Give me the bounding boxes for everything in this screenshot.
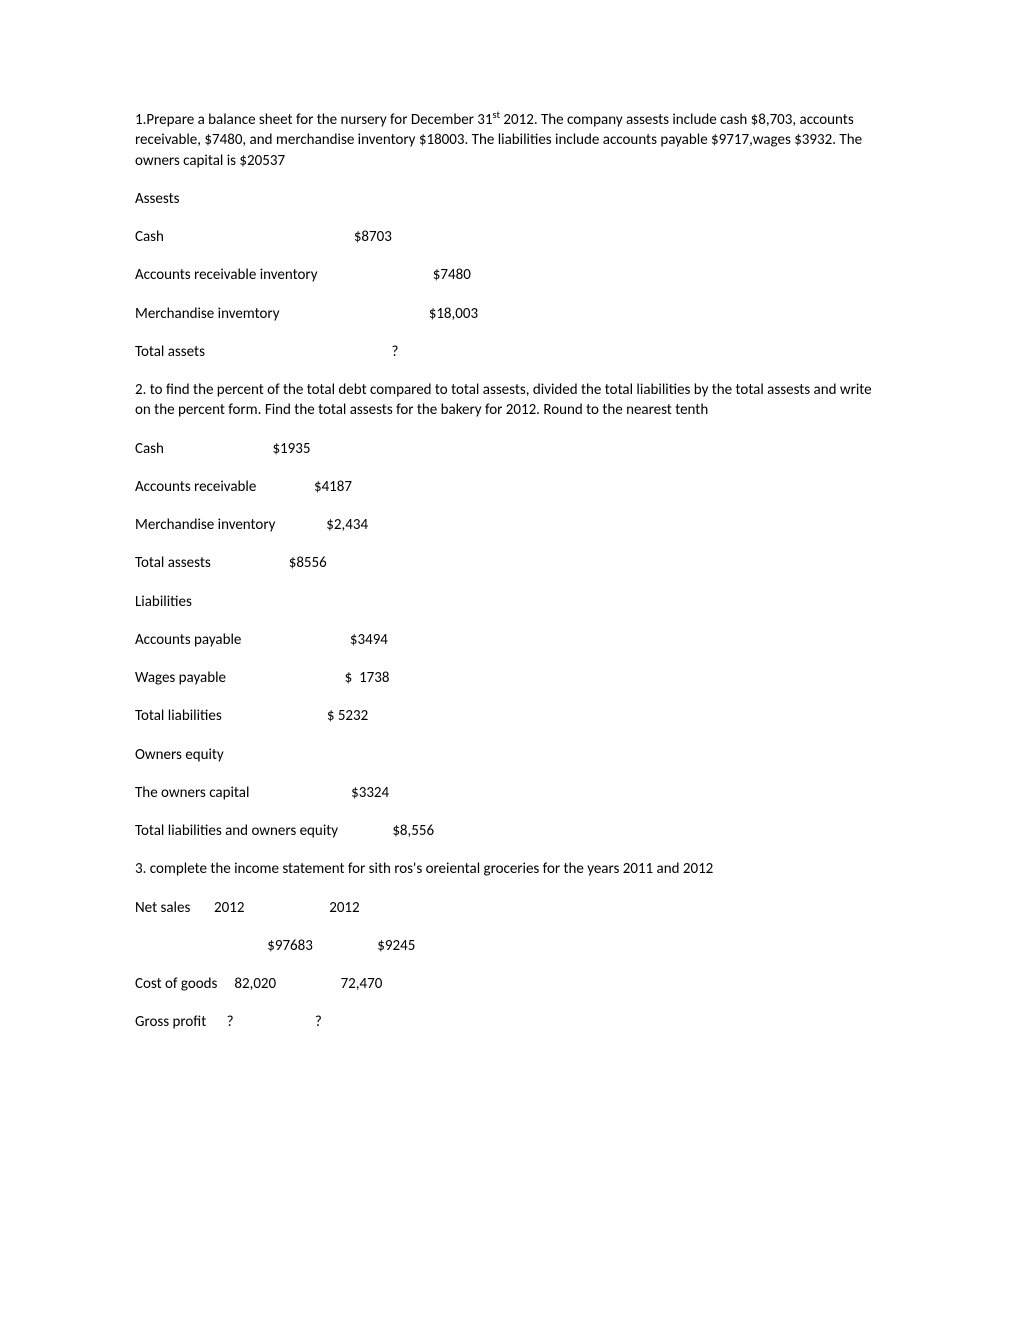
q2-prompt: 2. to find the percent of the total debt…: [135, 380, 885, 421]
q2-asset-row: Accounts receivable $4187: [135, 477, 885, 497]
q1-sup: st: [493, 108, 501, 121]
q2-equity-row: The owners capital $3324: [135, 783, 885, 803]
q3-row: $97683 $9245: [135, 936, 885, 956]
q2-asset-row: Cash $1935: [135, 439, 885, 459]
q3-row: Cost of goods 82,020 72,470: [135, 974, 885, 994]
q3-row: Gross profit ? ?: [135, 1012, 885, 1032]
q2-liability-row: Accounts payable $3494: [135, 630, 885, 650]
q2-asset-row: Total assests $8556: [135, 553, 885, 573]
q3-rows: Net sales 2012 2012 $97683 $9245 Cost of …: [135, 898, 885, 1033]
q1-prompt: 1.Prepare a balance sheet for the nurser…: [135, 110, 885, 171]
q2-equity-rows: The owners capital $3324 Total liabilitie…: [135, 783, 885, 842]
q1-assets-header: Assests: [135, 189, 885, 209]
q2-liabilities-header: Liabilities: [135, 592, 885, 612]
q1-row: Accounts receivable inventory $7480: [135, 265, 885, 285]
q1-asset-rows: Cash $8703 Accounts receivable inventory …: [135, 227, 885, 362]
q1-text-a: 1.Prepare a balance sheet for the nurser…: [135, 111, 493, 129]
q2-asset-rows: Cash $1935 Accounts receivable $4187 Merch…: [135, 439, 885, 574]
q2-equity-header: Owners equity: [135, 745, 885, 765]
q1-row: Cash $8703: [135, 227, 885, 247]
q2-liability-row: Wages payable $ 1738: [135, 668, 885, 688]
q2-liability-row: Total liabilities $ 5232: [135, 706, 885, 726]
q3-prompt: 3. complete the income statement for sit…: [135, 859, 885, 879]
q2-equity-row: Total liabilities and owners equity $8,5…: [135, 821, 885, 841]
q1-row: Total assets ?: [135, 342, 885, 362]
document-page: 1.Prepare a balance sheet for the nurser…: [0, 0, 1020, 1033]
q2-asset-row: Merchandise inventory $2,434: [135, 515, 885, 535]
q1-row: Merchandise invemtory $18,003: [135, 304, 885, 324]
q3-row: Net sales 2012 2012: [135, 898, 885, 918]
q2-liability-rows: Accounts payable $3494 Wages payable $ 17…: [135, 630, 885, 727]
